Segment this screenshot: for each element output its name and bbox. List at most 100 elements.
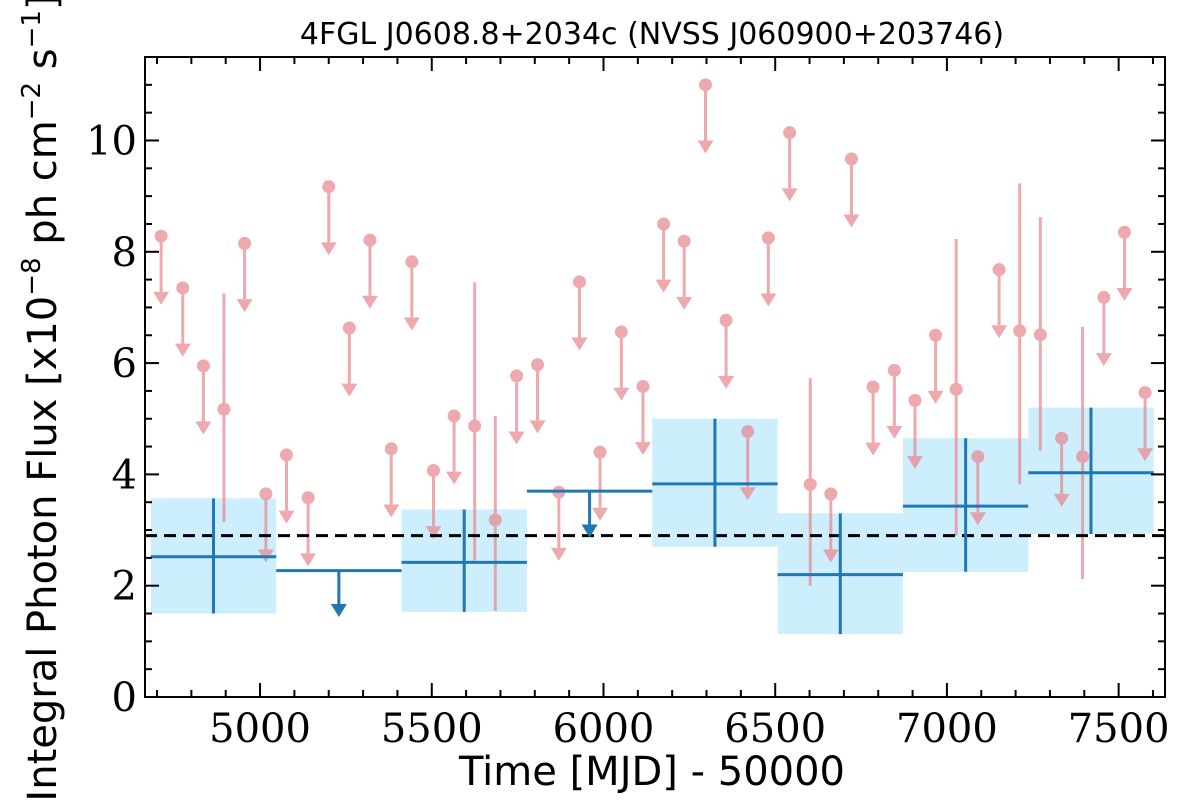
monthly-marker	[301, 491, 315, 505]
x-tick-label: 6500	[724, 706, 826, 752]
monthly-marker	[741, 425, 755, 439]
monthly-marker	[196, 359, 210, 373]
upper-limit-arrow	[529, 420, 546, 434]
y-tick-label: 0	[112, 675, 137, 721]
upper-limit-arrow	[592, 507, 609, 521]
upper-limit-arrow	[236, 299, 253, 313]
monthly-upper-limit	[718, 313, 735, 389]
upper-limit-arrow	[865, 442, 882, 456]
monthly-upper-limit	[425, 463, 442, 540]
monthly-marker	[887, 363, 901, 377]
monthly-marker	[971, 450, 985, 464]
monthly-marker	[572, 275, 586, 289]
monthly-points	[153, 78, 1154, 611]
upper-limit-arrow	[341, 383, 358, 397]
monthly-marker	[1033, 328, 1047, 342]
monthly-detection	[1033, 217, 1047, 451]
monthly-marker	[844, 152, 858, 166]
upper-limit-arrow	[613, 387, 630, 401]
monthly-upper-limit	[676, 234, 693, 310]
monthly-marker	[488, 513, 502, 527]
monthly-marker	[176, 281, 190, 295]
x-tick-label: 5500	[381, 706, 483, 752]
monthly-upper-limit	[300, 491, 317, 567]
yearly-bins	[150, 407, 1154, 635]
upper-limit-arrow	[822, 549, 839, 563]
monthly-marker	[1117, 225, 1131, 239]
yearly-error-bands	[150, 407, 1154, 635]
monthly-marker	[259, 487, 273, 501]
monthly-upper-limit	[195, 359, 212, 435]
monthly-upper-limit	[634, 379, 651, 456]
upper-limit-arrow	[781, 188, 798, 202]
upper-limit-arrow	[153, 291, 170, 305]
monthly-marker	[866, 380, 880, 394]
plot-frame	[144, 56, 1166, 698]
monthly-detection	[217, 293, 231, 522]
upper-limit-arrow	[843, 214, 860, 228]
monthly-marker	[803, 477, 817, 491]
y-axis-label: Integral Photon Flux [x10−8 ph cm−2 s−1]	[17, 0, 66, 800]
monthly-upper-limit	[278, 448, 295, 524]
monthly-upper-limit	[174, 281, 191, 357]
monthly-upper-limit	[550, 485, 567, 561]
monthly-upper-limit	[991, 263, 1008, 339]
monthly-upper-limit	[153, 229, 170, 305]
upper-limit-arrow	[634, 442, 651, 456]
upper-limit-arrow	[508, 431, 525, 445]
monthly-upper-limit	[822, 487, 839, 563]
monthly-upper-limit	[571, 275, 588, 351]
monthly-marker	[1138, 386, 1152, 400]
x-tick-label: 7000	[896, 706, 998, 752]
monthly-marker	[929, 328, 943, 342]
upper-limit-arrow	[969, 512, 986, 526]
monthly-upper-limit	[320, 180, 337, 256]
upper-limit-arrow	[1053, 493, 1070, 507]
y-tick-label: 2	[112, 564, 137, 610]
monthly-detection	[468, 282, 482, 561]
y-axis-label-part2: ph cm	[20, 120, 66, 257]
monthly-upper-limit	[613, 325, 630, 401]
y-axis-label-part1: Integral Photon Flux [x10	[20, 296, 66, 800]
upper-limit-arrow	[425, 526, 442, 540]
upper-limit-arrow	[361, 295, 378, 309]
upper-limit-arrow	[550, 547, 567, 561]
x-tick-label: 5000	[209, 706, 311, 752]
monthly-marker	[1076, 450, 1090, 464]
monthly-marker	[531, 358, 545, 372]
monthly-marker	[908, 393, 922, 407]
monthly-detection	[949, 238, 963, 536]
upper-limit-arrow	[174, 343, 191, 357]
chart-title: 4FGL J0608.8+2034c (NVSS J060900+203746)	[300, 17, 1004, 52]
x-tick-label: 7500	[1068, 706, 1170, 752]
upper-limit-arrow	[383, 504, 400, 518]
x-axis-label: Time [MJD] - 50000	[458, 749, 845, 795]
yearly-upper-limit-arrow	[330, 604, 347, 618]
monthly-upper-limit	[739, 425, 756, 501]
y-tick-label: 6	[112, 341, 137, 387]
y-axis-label-exp2: −2	[17, 82, 47, 120]
monthly-upper-limit	[1137, 386, 1154, 462]
monthly-marker	[447, 409, 461, 423]
y-axis-label-exp3: −1	[17, 10, 47, 48]
upper-limit-arrow	[320, 242, 337, 256]
monthly-upper-limit	[865, 380, 882, 456]
y-tick-label: 8	[112, 230, 137, 276]
upper-limit-arrow	[676, 296, 693, 310]
y-tick-label: 4	[112, 452, 137, 498]
monthly-marker	[992, 263, 1006, 277]
monthly-upper-limit	[403, 255, 420, 331]
monthly-detection	[1076, 326, 1090, 580]
yearly-upper-limit-arrow	[581, 524, 598, 538]
x-tick-labels: 5000 5500 6000 6500 7000 7500	[209, 706, 1169, 752]
y-tick-labels: 0 2 4 6 8 10	[86, 118, 137, 721]
upper-limit-arrow	[991, 325, 1008, 339]
monthly-detection	[803, 378, 817, 586]
monthly-upper-limit	[655, 217, 672, 293]
monthly-marker	[698, 78, 712, 92]
upper-limit-arrow	[300, 553, 317, 567]
upper-limit-arrow	[446, 471, 463, 485]
monthly-marker	[1097, 290, 1111, 304]
monthly-marker	[363, 233, 377, 247]
